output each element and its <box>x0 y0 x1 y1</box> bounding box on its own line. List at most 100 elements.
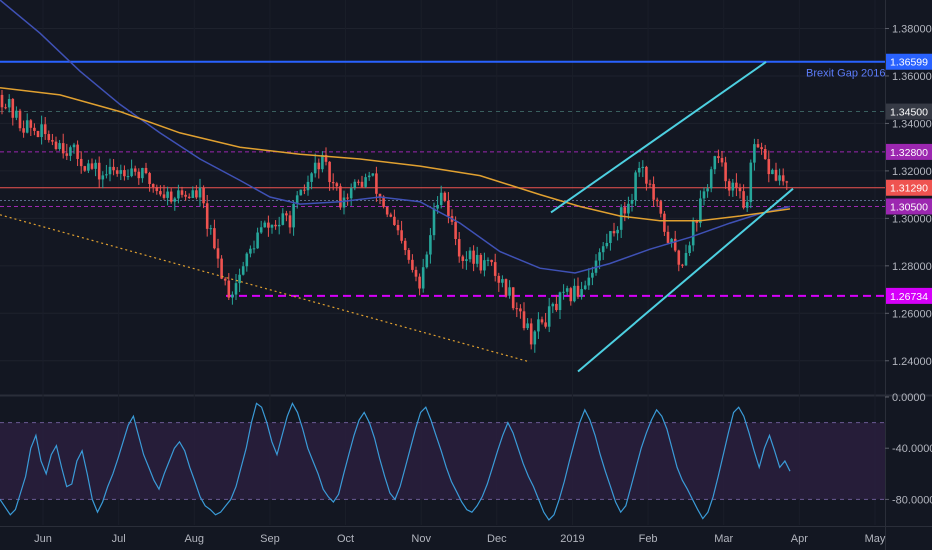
candle-body <box>414 269 418 277</box>
trend-line[interactable] <box>550 61 767 214</box>
candle-body <box>252 248 256 250</box>
candle-body <box>155 187 159 192</box>
candle-body <box>616 229 619 234</box>
candle-body <box>774 169 778 181</box>
candle-body <box>767 159 771 175</box>
candle-body <box>443 192 447 201</box>
price-tag <box>886 53 932 70</box>
candle-body <box>65 153 69 156</box>
candle-body <box>285 213 288 216</box>
main-pane: Brexit Gap 2016 <box>0 0 886 373</box>
time-tick-label: Apr <box>791 533 808 545</box>
candle-body <box>735 182 738 188</box>
candle-body <box>526 323 529 329</box>
candle-body <box>501 279 504 283</box>
candle-body <box>0 94 4 108</box>
candle-body <box>115 170 119 174</box>
candle-body <box>533 331 537 345</box>
candle-body <box>785 181 789 183</box>
candle-body <box>7 99 11 108</box>
trend-line[interactable] <box>0 214 531 363</box>
candle-body <box>270 224 274 228</box>
candle-body <box>299 189 303 196</box>
candle-body <box>677 250 681 265</box>
time-tick-label: Dec <box>487 533 507 545</box>
candle-body <box>267 222 270 228</box>
candle-body <box>79 158 83 167</box>
candle-body <box>198 187 202 198</box>
candle-body <box>375 173 378 194</box>
candle-body <box>245 253 249 267</box>
price-tag-label: 1.30500 <box>890 201 928 213</box>
moving-average-line[interactable] <box>0 87 791 222</box>
candle-body <box>15 110 18 118</box>
candle-body <box>40 124 43 138</box>
oscillator-line[interactable] <box>0 402 791 521</box>
candle-body <box>551 303 555 307</box>
candle-body <box>565 288 569 292</box>
candle-body <box>652 184 655 200</box>
candle-body <box>58 143 61 150</box>
candle-body <box>288 215 292 228</box>
price-tag-label: 1.31290 <box>890 183 928 195</box>
candle-body <box>47 134 51 141</box>
candle-body <box>493 262 497 276</box>
candle-body <box>753 144 756 163</box>
candle-body <box>468 250 472 260</box>
candle-body <box>569 288 573 302</box>
time-tick-label: May <box>865 533 886 545</box>
candle-body <box>195 190 198 198</box>
candle-body <box>418 276 421 289</box>
candle-body <box>713 156 717 170</box>
price-axis: 1.38000 1.36000 1.34000 1.32000 1.30000 1.280… <box>885 23 932 506</box>
candle-body <box>72 144 76 148</box>
candle-body <box>353 181 357 189</box>
candle-body <box>645 166 648 184</box>
candle-body <box>357 181 360 183</box>
candle-body <box>515 308 519 310</box>
candle-body <box>18 110 22 129</box>
candle-body <box>634 172 637 201</box>
candle-body <box>205 203 209 229</box>
candle-body <box>763 149 767 160</box>
candle-body <box>756 144 760 148</box>
candle-body <box>522 311 526 329</box>
candle-body <box>486 259 490 261</box>
candle-body <box>259 227 263 233</box>
candle-body <box>202 187 205 204</box>
candle-body <box>331 182 335 184</box>
price-tick-label: 1.38000 <box>892 23 932 35</box>
candle-body <box>83 166 87 171</box>
candle-body <box>393 216 396 225</box>
candle-body <box>630 200 634 204</box>
candle-body <box>472 250 475 264</box>
candle-body <box>637 167 641 173</box>
candle-body <box>457 239 461 257</box>
candle-body <box>256 232 259 249</box>
candle-body <box>483 260 486 271</box>
candle-body <box>274 224 277 227</box>
candle-body <box>321 154 324 170</box>
candle-body <box>177 190 180 199</box>
candle-body <box>295 195 299 205</box>
candle-body <box>220 258 223 279</box>
time-tick-label: Sep <box>260 533 280 545</box>
candle-body <box>612 231 616 234</box>
price-tag-label: 1.34500 <box>890 107 928 119</box>
candle-body <box>529 323 533 345</box>
candle-body <box>349 188 353 199</box>
trend-line[interactable] <box>577 187 794 373</box>
candle-body <box>335 183 339 187</box>
candle-body <box>511 287 515 309</box>
candle-body <box>724 162 727 182</box>
time-tick-label: Jul <box>112 533 126 545</box>
candle-body <box>508 287 511 296</box>
oscillator-tick-label: 0.0000 <box>892 392 926 404</box>
price-tick-label: 1.30000 <box>892 213 932 225</box>
candle-body <box>263 222 267 228</box>
oscillator-tick-label: -40.0000 <box>892 443 932 455</box>
candle-body <box>162 194 166 198</box>
candle-body <box>436 204 439 209</box>
candle-body <box>623 207 627 214</box>
